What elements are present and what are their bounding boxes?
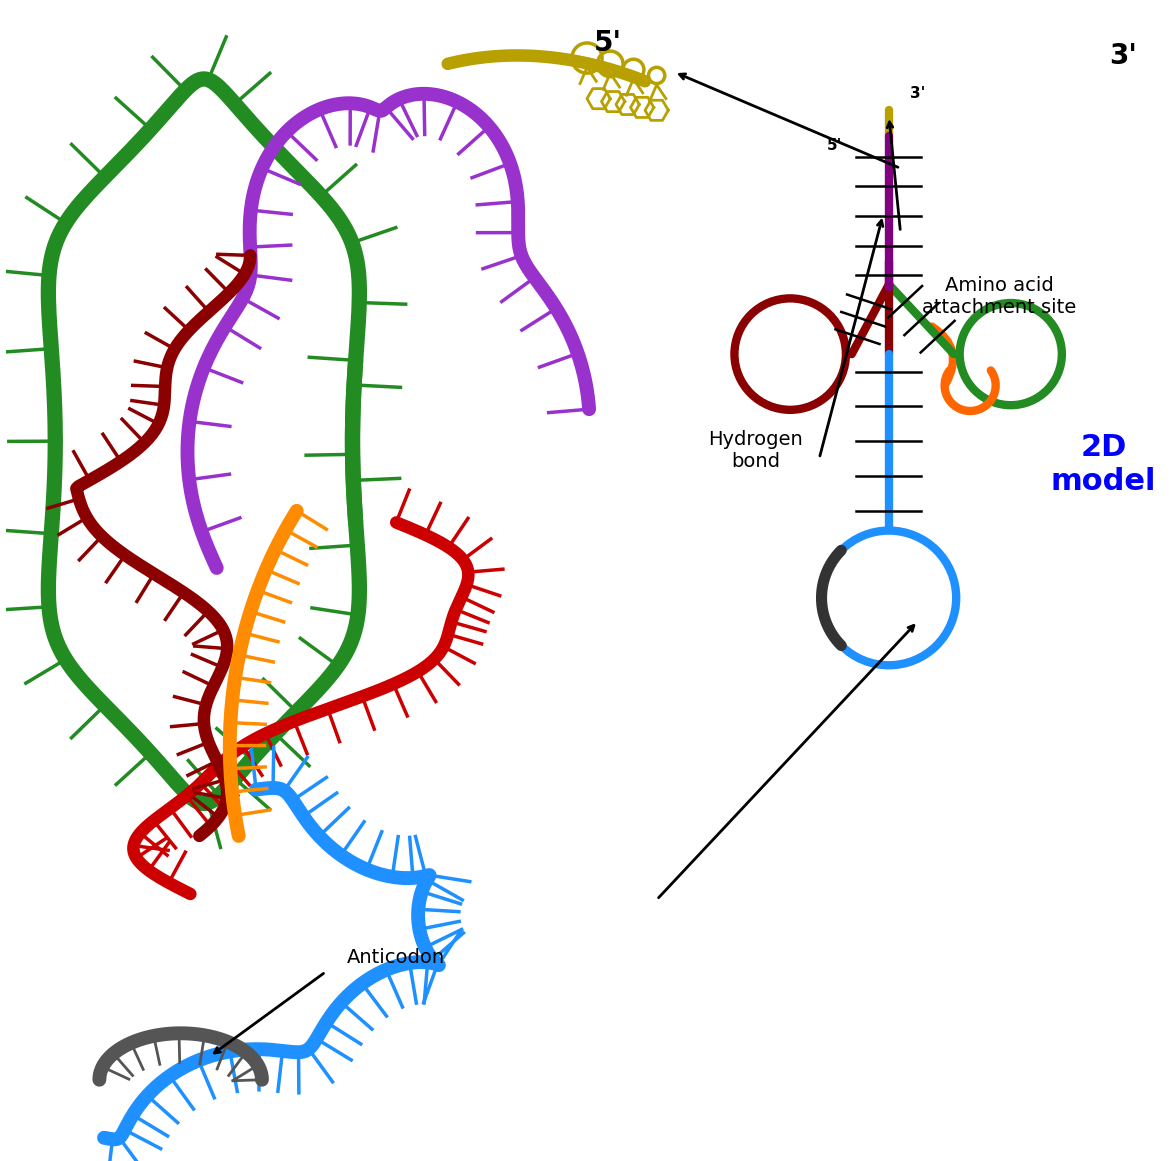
Text: 5': 5' — [594, 29, 622, 57]
Text: 3': 3' — [910, 86, 925, 101]
Text: 5': 5' — [826, 138, 843, 153]
Text: Hydrogen
bond: Hydrogen bond — [708, 430, 803, 471]
Text: Anticodon: Anticodon — [346, 949, 445, 967]
Text: Amino acid
attachment site: Amino acid attachment site — [922, 275, 1077, 317]
Text: 3': 3' — [1109, 42, 1138, 70]
Text: 2D
model: 2D model — [1051, 433, 1156, 496]
